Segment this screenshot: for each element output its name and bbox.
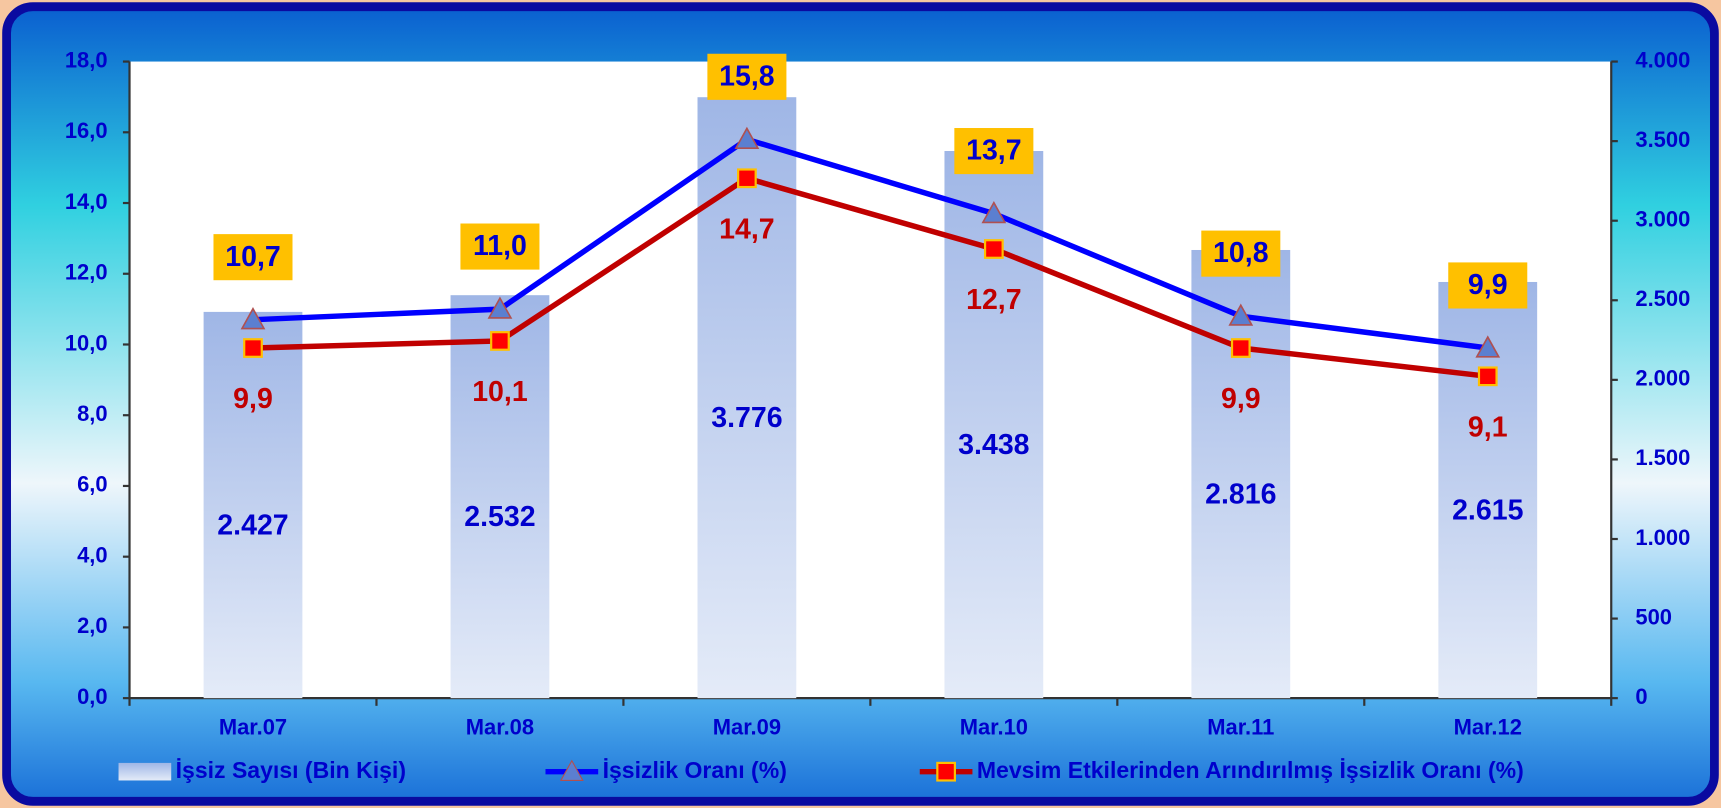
legend-swatch: [118, 762, 172, 781]
line-value-label: 15,8: [719, 60, 775, 92]
marker: [490, 331, 510, 351]
bar-value-label: 2.532: [464, 501, 535, 533]
line-value-label: 10,7: [225, 241, 280, 273]
x-tick-label: Mar.07: [219, 715, 287, 740]
bar-value-label: 3.438: [958, 429, 1029, 461]
label-box: [707, 53, 787, 100]
y-tick-label: 8,0: [77, 401, 108, 426]
line-value-label: 13,7: [966, 135, 1022, 167]
bar: [450, 295, 550, 699]
marker: [734, 126, 760, 149]
y2-tick-label: 2.500: [1635, 286, 1690, 311]
series-line: [252, 136, 1489, 351]
y2-tick-label: 500: [1635, 604, 1672, 629]
y-tick-label: 0,0: [77, 684, 108, 709]
label-box: [954, 128, 1034, 175]
y2-tick-label: 0: [1635, 684, 1647, 709]
marker: [487, 296, 513, 319]
marker: [243, 338, 263, 358]
x-tick-label: Mar.12: [1454, 715, 1522, 740]
label-box: [1201, 230, 1281, 277]
marker: [240, 307, 266, 330]
y-tick-label: 14,0: [65, 189, 108, 214]
line-value-label: 11,0: [473, 230, 527, 262]
x-tick-label: Mar.10: [960, 715, 1028, 740]
marker: [1477, 366, 1498, 387]
x-tick-label: Mar.11: [1207, 715, 1274, 740]
y-tick-label: 16,0: [65, 118, 108, 143]
legend-label: Mevsim Etkilerinden Arındırılmış İşsizli…: [977, 757, 1524, 783]
legend-label: İşsizlik Oranı (%): [603, 757, 787, 783]
plot-area: [129, 61, 1612, 699]
y-tick-label: 4,0: [77, 542, 108, 567]
label-box: [460, 223, 540, 270]
legend-marker: [559, 759, 584, 782]
y2-tick-label: 1.500: [1635, 445, 1690, 470]
y-tick-label: 10,0: [65, 330, 108, 355]
line-value-label: 9,9: [1221, 383, 1261, 415]
marker: [983, 239, 1004, 259]
line-value-label: 9,9: [233, 383, 273, 415]
series-line: [252, 175, 1489, 380]
y-tick-label: 6,0: [77, 472, 108, 497]
bar: [944, 150, 1044, 699]
y2-tick-label: 1.000: [1635, 525, 1690, 550]
x-tick-label: Mar.09: [713, 715, 781, 740]
bar-value-label: 2.615: [1452, 495, 1523, 527]
x-tick-label: Mar.08: [466, 715, 534, 740]
bar-value-label: 2.816: [1205, 479, 1276, 511]
y-tick-label: 2,0: [77, 613, 108, 638]
marker: [1230, 338, 1251, 358]
marker: [1228, 303, 1254, 326]
marker: [1475, 335, 1501, 358]
bar-value-label: 2.427: [217, 510, 288, 542]
legend-label: İşsiz Sayısı (Bin Kişi): [176, 757, 406, 783]
legend-marker: [936, 761, 956, 782]
y-tick-label: 18,0: [65, 47, 108, 72]
y-tick-label: 12,0: [65, 260, 108, 285]
line-value-label: 9,9: [1468, 269, 1508, 301]
bar-value-label: 3.776: [711, 402, 782, 434]
line-value-label: 10,1: [472, 376, 528, 408]
bar: [203, 311, 303, 699]
label-box: [213, 234, 293, 281]
marker: [981, 200, 1007, 224]
line-value-label: 12,7: [966, 284, 1022, 316]
line-value-label: 9,1: [1468, 412, 1508, 444]
marker: [737, 168, 757, 189]
y2-tick-label: 4.000: [1635, 47, 1690, 72]
y2-tick-label: 2.000: [1635, 366, 1690, 391]
line-value-label: 14,7: [719, 213, 775, 245]
y2-tick-label: 3.500: [1635, 127, 1690, 152]
label-box: [1448, 262, 1528, 309]
y2-tick-label: 3.000: [1635, 207, 1690, 232]
line-value-label: 10,8: [1213, 237, 1269, 269]
